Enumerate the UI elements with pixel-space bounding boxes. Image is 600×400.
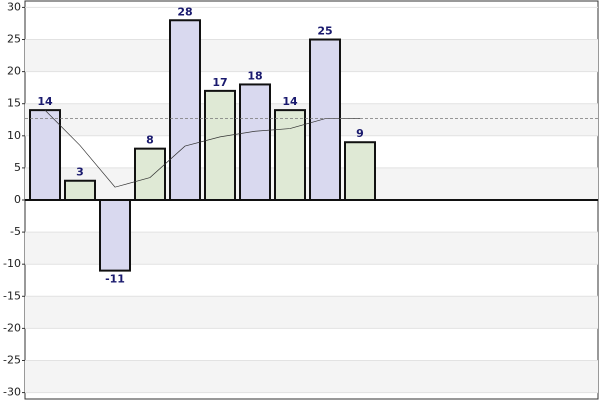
value-label: 17 [212, 76, 227, 89]
bar [274, 109, 306, 201]
value-label: 3 [76, 166, 84, 179]
value-label: -11 [105, 273, 125, 286]
y-tick-label: -5 [10, 225, 21, 238]
bar [99, 199, 131, 272]
value-label: 14 [282, 95, 298, 108]
bar [204, 89, 236, 201]
bar [309, 38, 341, 201]
y-tick-label: -30 [3, 386, 21, 399]
y-tick-label: 30 [7, 0, 21, 13]
trend-line [44, 109, 361, 188]
bar [239, 83, 271, 201]
y-tick-label: 25 [7, 33, 21, 46]
value-label: 28 [177, 5, 192, 18]
bar [29, 109, 61, 201]
value-label: 14 [37, 95, 53, 108]
bar [134, 147, 166, 201]
value-label: 18 [247, 69, 262, 82]
bar [344, 141, 376, 201]
y-tick-label: -20 [3, 321, 21, 334]
y-tick-label: -10 [3, 257, 21, 270]
y-tick-label: -15 [3, 289, 21, 302]
grid-band [25, 296, 598, 329]
bar [169, 19, 201, 201]
y-tick-label: 0 [14, 193, 21, 206]
y-tick-label: 10 [7, 129, 21, 142]
grid-band [25, 360, 598, 393]
value-label: 9 [356, 127, 364, 140]
y-tick-label: 15 [7, 97, 21, 110]
bar [64, 179, 96, 201]
y-tick-label: -25 [3, 353, 21, 366]
value-label: 25 [317, 25, 332, 38]
y-tick-label: 5 [14, 161, 21, 174]
y-tick-label: 20 [7, 65, 21, 78]
value-label: 8 [146, 134, 154, 147]
